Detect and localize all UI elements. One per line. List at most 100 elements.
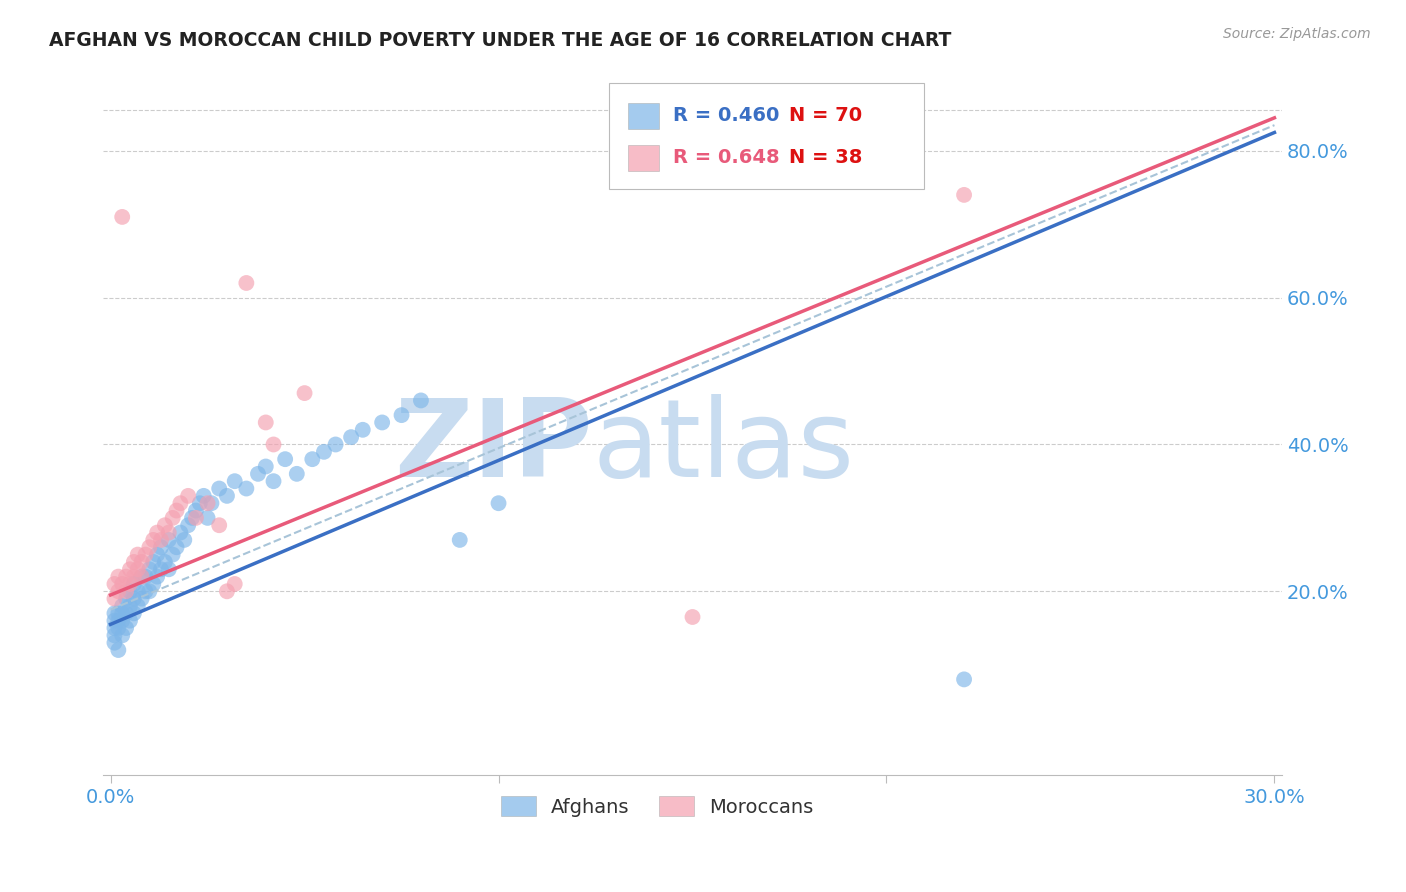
Point bbox=[274, 452, 297, 467]
Point bbox=[127, 562, 149, 576]
Point bbox=[111, 577, 134, 591]
Point bbox=[488, 496, 510, 510]
Point bbox=[138, 584, 160, 599]
Point bbox=[122, 607, 145, 621]
Point bbox=[127, 584, 149, 599]
Point bbox=[118, 599, 141, 613]
Point bbox=[391, 408, 413, 422]
Point bbox=[103, 607, 125, 621]
Point bbox=[371, 416, 394, 430]
Point bbox=[352, 423, 374, 437]
Point bbox=[173, 533, 195, 547]
Point bbox=[111, 599, 134, 613]
Point bbox=[122, 591, 145, 606]
Point bbox=[169, 496, 191, 510]
Text: R = 0.460: R = 0.460 bbox=[673, 106, 780, 126]
Point bbox=[118, 614, 141, 628]
Point bbox=[166, 541, 188, 555]
Point bbox=[103, 621, 125, 635]
Point bbox=[294, 386, 316, 401]
Text: R = 0.648: R = 0.648 bbox=[673, 148, 780, 168]
Point bbox=[188, 496, 211, 510]
Point bbox=[208, 482, 231, 496]
Point bbox=[177, 518, 200, 533]
Point bbox=[131, 591, 153, 606]
Point bbox=[197, 511, 219, 525]
Point bbox=[127, 599, 149, 613]
Point bbox=[111, 607, 134, 621]
Point bbox=[142, 577, 165, 591]
Point bbox=[134, 569, 156, 583]
Point bbox=[181, 511, 204, 525]
Point bbox=[953, 673, 976, 687]
Point bbox=[184, 503, 207, 517]
Point bbox=[224, 474, 246, 488]
Point bbox=[235, 482, 257, 496]
Point bbox=[682, 610, 704, 624]
Point bbox=[127, 548, 149, 562]
Point bbox=[115, 569, 138, 583]
Text: AFGHAN VS MOROCCAN CHILD POVERTY UNDER THE AGE OF 16 CORRELATION CHART: AFGHAN VS MOROCCAN CHILD POVERTY UNDER T… bbox=[49, 31, 952, 50]
Point bbox=[115, 591, 138, 606]
Point bbox=[150, 562, 173, 576]
Point bbox=[254, 459, 277, 474]
Point bbox=[131, 569, 153, 583]
Point bbox=[150, 541, 173, 555]
Point bbox=[193, 489, 215, 503]
Point bbox=[166, 503, 188, 517]
Point bbox=[146, 569, 169, 583]
Point bbox=[449, 533, 471, 547]
Text: N = 38: N = 38 bbox=[789, 148, 862, 168]
Point bbox=[157, 533, 180, 547]
Point bbox=[142, 533, 165, 547]
Point bbox=[162, 511, 184, 525]
Text: Source: ZipAtlas.com: Source: ZipAtlas.com bbox=[1223, 27, 1371, 41]
Point bbox=[197, 496, 219, 510]
Point bbox=[103, 628, 125, 642]
Point bbox=[103, 614, 125, 628]
Point bbox=[107, 621, 129, 635]
Point bbox=[153, 518, 176, 533]
Text: ZIP: ZIP bbox=[394, 394, 592, 500]
Point bbox=[103, 577, 125, 591]
Point bbox=[312, 445, 335, 459]
Point bbox=[169, 525, 191, 540]
Point bbox=[150, 533, 173, 547]
Point bbox=[215, 489, 238, 503]
Point bbox=[107, 643, 129, 657]
Point bbox=[215, 584, 238, 599]
Point bbox=[107, 607, 129, 621]
Point bbox=[122, 569, 145, 583]
Point bbox=[134, 548, 156, 562]
Point bbox=[177, 489, 200, 503]
Point bbox=[122, 555, 145, 569]
Point bbox=[162, 548, 184, 562]
Point bbox=[285, 467, 308, 481]
Point bbox=[224, 577, 246, 591]
Point bbox=[138, 562, 160, 576]
Point bbox=[115, 621, 138, 635]
Point bbox=[103, 635, 125, 649]
Point bbox=[107, 584, 129, 599]
Point bbox=[263, 437, 285, 451]
Point bbox=[157, 525, 180, 540]
Point bbox=[134, 584, 156, 599]
Point bbox=[111, 628, 134, 642]
Point bbox=[409, 393, 432, 408]
Point bbox=[200, 496, 222, 510]
Point bbox=[142, 555, 165, 569]
Point bbox=[254, 416, 277, 430]
Point bbox=[111, 210, 134, 224]
Point bbox=[146, 525, 169, 540]
Point bbox=[118, 562, 141, 576]
Point bbox=[118, 584, 141, 599]
Point bbox=[953, 187, 976, 202]
Point bbox=[115, 607, 138, 621]
Point bbox=[263, 474, 285, 488]
Point bbox=[111, 614, 134, 628]
Point bbox=[340, 430, 363, 444]
Point bbox=[146, 548, 169, 562]
Point bbox=[103, 591, 125, 606]
Point bbox=[122, 577, 145, 591]
Text: N = 70: N = 70 bbox=[789, 106, 862, 126]
